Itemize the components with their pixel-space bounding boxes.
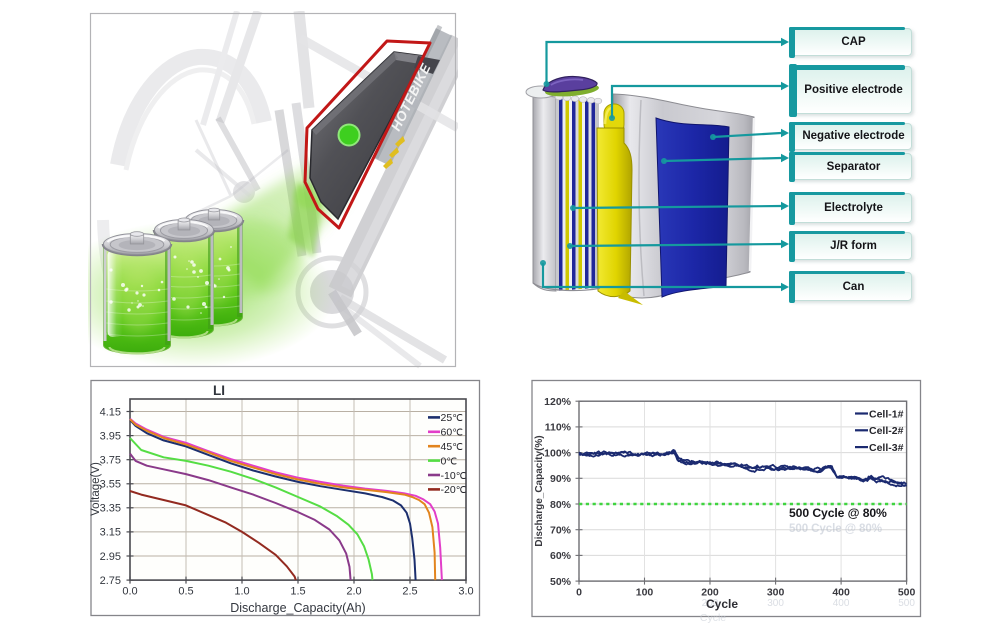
svg-text:80%: 80% xyxy=(550,499,572,511)
svg-text:300: 300 xyxy=(767,587,785,599)
svg-text:1.5: 1.5 xyxy=(290,586,305,598)
svg-text:3.75: 3.75 xyxy=(100,455,121,467)
svg-text:100: 100 xyxy=(636,587,654,599)
svg-text:3.55: 3.55 xyxy=(100,479,121,491)
svg-text:2.75: 2.75 xyxy=(100,575,121,587)
svg-text:200: 200 xyxy=(702,598,719,609)
svg-text:4.15: 4.15 xyxy=(100,406,121,418)
svg-text:Voltage(V): Voltage(V) xyxy=(90,462,102,516)
svg-text:3.0: 3.0 xyxy=(458,586,473,598)
svg-text:25℃: 25℃ xyxy=(441,412,464,424)
svg-text:200: 200 xyxy=(701,587,719,599)
svg-text:400: 400 xyxy=(833,598,850,609)
svg-text:120%: 120% xyxy=(544,396,572,408)
svg-text:0.5: 0.5 xyxy=(178,586,193,598)
svg-text:500: 500 xyxy=(898,587,916,599)
svg-text:Cell-3#: Cell-3# xyxy=(869,442,904,454)
svg-text:90%: 90% xyxy=(550,473,572,485)
svg-text:60%: 60% xyxy=(550,550,572,562)
svg-text:500: 500 xyxy=(898,598,915,609)
svg-text:Cycle: Cycle xyxy=(700,612,726,624)
svg-text:3.95: 3.95 xyxy=(100,430,121,442)
svg-text:60℃: 60℃ xyxy=(441,427,464,439)
svg-text:3.35: 3.35 xyxy=(100,503,121,515)
svg-text:-10℃: -10℃ xyxy=(441,470,467,482)
svg-text:45℃: 45℃ xyxy=(441,441,464,453)
svg-text:300: 300 xyxy=(767,598,784,609)
svg-text:Cycle: Cycle xyxy=(706,597,738,611)
svg-text:Discharge_Capacity(%): Discharge_Capacity(%) xyxy=(534,435,545,546)
svg-text:70%: 70% xyxy=(550,525,572,537)
svg-text:-20℃: -20℃ xyxy=(441,484,467,496)
svg-text:0.0: 0.0 xyxy=(122,586,137,598)
svg-text:50%: 50% xyxy=(550,576,572,588)
svg-text:400: 400 xyxy=(832,587,850,599)
svg-text:Discharge_Capacity(Ah): Discharge_Capacity(Ah) xyxy=(230,601,365,615)
svg-text:LI: LI xyxy=(213,383,225,398)
svg-text:Cell-2#: Cell-2# xyxy=(869,425,904,437)
svg-text:3.15: 3.15 xyxy=(100,527,121,539)
svg-text:2.5: 2.5 xyxy=(402,586,417,598)
svg-text:100%: 100% xyxy=(544,447,572,459)
svg-text:500 Cycle @ 80%: 500 Cycle @ 80% xyxy=(789,522,882,535)
svg-text:Cell-1#: Cell-1# xyxy=(869,408,904,420)
svg-text:110%: 110% xyxy=(545,422,572,434)
svg-text:1.0: 1.0 xyxy=(234,586,249,598)
svg-text:0: 0 xyxy=(576,587,582,599)
svg-text:2.0: 2.0 xyxy=(346,586,361,598)
svg-text:2.95: 2.95 xyxy=(100,551,121,563)
svg-text:0℃: 0℃ xyxy=(441,455,458,467)
svg-text:500 Cycle @ 80%: 500 Cycle @ 80% xyxy=(789,506,887,520)
